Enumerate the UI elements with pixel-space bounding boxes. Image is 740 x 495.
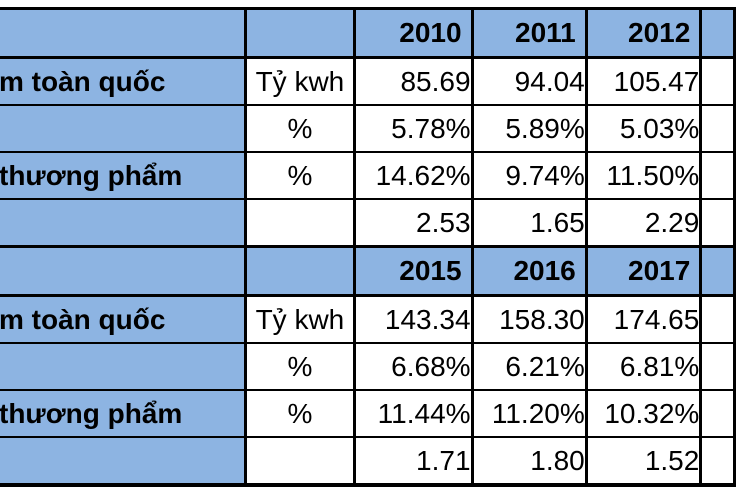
year-header-cell: 2015 — [352, 245, 474, 297]
extra-cell — [699, 342, 736, 391]
extra-cell — [699, 104, 736, 153]
value-cell: 105.47 — [584, 56, 703, 106]
unit-cell: % — [244, 342, 356, 391]
header-blank-unit-cell — [244, 245, 356, 297]
table-row: thương phẩm % 11.44% 11.20% 10.32% — [0, 389, 736, 438]
unit-cell: Tỷ kwh — [244, 56, 356, 106]
header-blank-label-cell — [0, 245, 248, 297]
table-row: 1.71 1.80 1.52 — [0, 436, 736, 487]
value-cell: 5.89% — [470, 104, 588, 153]
value-cell: 1.65 — [470, 198, 588, 248]
extra-cell — [699, 56, 736, 106]
table-block-2010-2012: 2010 2011 2012 m toàn quốc Tỷ kwh 85.69 … — [0, 7, 736, 248]
year-header-cell: 2011 — [470, 7, 588, 59]
row-label-cell — [0, 198, 248, 248]
unit-cell: % — [244, 389, 356, 438]
extra-cell — [699, 198, 736, 248]
row-label-cell: m toàn quốc — [0, 56, 248, 106]
year-header-cell: 2010 — [352, 7, 474, 59]
value-cell: 94.04 — [470, 56, 588, 106]
value-cell: 5.78% — [352, 104, 474, 153]
row-label-cell: m toàn quốc — [0, 294, 248, 344]
extra-cell — [699, 389, 736, 438]
year-header-cell: 2017 — [584, 245, 703, 297]
year-header-cell: 2012 — [584, 7, 703, 59]
table-row: m toàn quốc Tỷ kwh 143.34 158.30 174.65 — [0, 294, 736, 344]
row-label-cell — [0, 104, 248, 153]
value-cell: 1.80 — [470, 436, 588, 487]
header-blank-unit-cell — [244, 7, 356, 59]
value-cell: 143.34 — [352, 294, 474, 344]
value-cell: 174.65 — [584, 294, 703, 344]
value-cell: 6.68% — [352, 342, 474, 391]
value-cell: 2.29 — [584, 198, 703, 248]
value-cell: 5.03% — [584, 104, 703, 153]
extra-cell — [699, 151, 736, 200]
row-label-cell — [0, 342, 248, 391]
header-extra-cell — [699, 245, 736, 297]
value-cell: 158.30 — [470, 294, 588, 344]
value-cell: 1.71 — [352, 436, 474, 487]
value-cell: 2.53 — [352, 198, 474, 248]
unit-cell — [244, 436, 356, 487]
extra-cell — [699, 436, 736, 487]
value-cell: 6.81% — [584, 342, 703, 391]
value-cell: 9.74% — [470, 151, 588, 200]
header-extra-cell — [699, 7, 736, 59]
table-row: 2.53 1.65 2.29 — [0, 198, 736, 248]
extra-cell — [699, 294, 736, 344]
table-row: m toàn quốc Tỷ kwh 85.69 94.04 105.47 — [0, 56, 736, 106]
table-row: thương phẩm % 14.62% 9.74% 11.50% — [0, 151, 736, 200]
value-cell: 10.32% — [584, 389, 703, 438]
unit-cell — [244, 198, 356, 248]
unit-cell: % — [244, 151, 356, 200]
value-cell: 11.20% — [470, 389, 588, 438]
year-header-row: 2015 2016 2017 — [0, 245, 736, 297]
unit-cell: Tỷ kwh — [244, 294, 356, 344]
value-cell: 11.44% — [352, 389, 474, 438]
table-block-2015-2017: 2015 2016 2017 m toàn quốc Tỷ kwh 143.34… — [0, 245, 736, 487]
data-table: 2010 2011 2012 m toàn quốc Tỷ kwh 85.69 … — [0, 7, 736, 487]
table-row: % 5.78% 5.89% 5.03% — [0, 104, 736, 153]
value-cell: 85.69 — [352, 56, 474, 106]
header-blank-label-cell — [0, 7, 248, 59]
year-header-row: 2010 2011 2012 — [0, 7, 736, 59]
value-cell: 1.52 — [584, 436, 703, 487]
value-cell: 11.50% — [584, 151, 703, 200]
value-cell: 14.62% — [352, 151, 474, 200]
row-label-cell: thương phẩm — [0, 389, 248, 438]
value-cell: 6.21% — [470, 342, 588, 391]
year-header-cell: 2016 — [470, 245, 588, 297]
table-row: % 6.68% 6.21% 6.81% — [0, 342, 736, 391]
row-label-cell: thương phẩm — [0, 151, 248, 200]
unit-cell: % — [244, 104, 356, 153]
row-label-cell — [0, 436, 248, 487]
